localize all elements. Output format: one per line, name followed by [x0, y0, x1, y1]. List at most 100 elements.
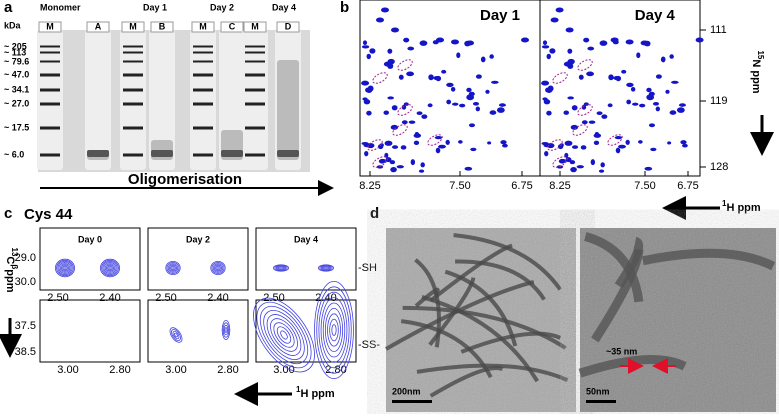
fibril	[416, 363, 569, 382]
annotation	[552, 72, 568, 84]
peak	[452, 102, 459, 106]
gel-lane	[37, 30, 63, 170]
lane-label: A	[95, 21, 102, 31]
contour	[327, 313, 341, 347]
x-tick-label: 8.25	[359, 180, 380, 192]
ladder-band	[40, 51, 60, 54]
peak	[571, 105, 578, 111]
peak	[381, 7, 389, 13]
contour	[168, 264, 177, 272]
spectrum-box	[147, 299, 249, 363]
peak	[441, 69, 447, 74]
peak	[475, 106, 481, 112]
peak	[446, 99, 452, 105]
peak	[650, 147, 657, 152]
peak	[581, 104, 587, 110]
annotation	[552, 156, 568, 168]
y-tick-label: 38.5	[15, 346, 36, 358]
gel-lane	[85, 30, 111, 170]
well	[121, 21, 145, 33]
y-axis-label: 13Cβppm	[4, 248, 19, 293]
contour	[170, 265, 176, 271]
label-text: ppm	[4, 269, 16, 292]
peak	[383, 61, 392, 67]
annotation	[367, 139, 383, 151]
spectrum-box	[255, 227, 357, 291]
scale-bar-label: 50nm	[586, 386, 610, 396]
spectrum-box	[255, 299, 357, 363]
marker-label: ~ 205	[4, 41, 27, 51]
peak	[586, 71, 595, 77]
peak	[655, 106, 661, 112]
peak	[669, 110, 677, 115]
contour	[319, 265, 333, 271]
ladder-band	[193, 126, 213, 130]
annotation	[577, 104, 593, 116]
peak	[550, 17, 559, 23]
peak	[564, 140, 573, 146]
peak	[410, 159, 416, 166]
peak	[601, 114, 608, 119]
scale-bar-label: 200nm	[392, 386, 421, 396]
contour	[56, 259, 74, 277]
ladder-band	[193, 73, 213, 77]
gel-lane	[120, 30, 146, 170]
fibril	[421, 294, 540, 383]
day-label: Day 0	[78, 234, 102, 244]
peak	[544, 150, 549, 157]
superscript: 13	[10, 248, 19, 257]
peak	[407, 46, 415, 51]
annotation	[372, 156, 388, 168]
peak	[390, 166, 397, 173]
peak	[403, 102, 409, 106]
panel-label: c	[4, 205, 12, 222]
lane-label: M	[129, 21, 137, 31]
label-text: H ppm	[300, 388, 334, 400]
x-tick-label: 2.40	[99, 292, 120, 304]
peak	[621, 69, 627, 74]
peak	[578, 74, 584, 80]
fibril	[414, 287, 440, 308]
spectrum-label: Day 4	[635, 7, 676, 24]
x-tick-label: 3.00	[57, 364, 78, 376]
y-tick-label: 128	[710, 161, 728, 173]
lane-label: C	[229, 21, 236, 31]
x-tick-label: 6.75	[511, 180, 532, 192]
ladder-band	[123, 45, 143, 48]
ladder-band	[40, 45, 60, 48]
peak	[583, 37, 590, 43]
band	[87, 150, 109, 157]
contour	[275, 265, 287, 270]
peak	[655, 74, 662, 79]
ladder-band	[40, 102, 60, 106]
lane-label: M	[46, 21, 54, 31]
peak	[618, 144, 626, 149]
contour	[215, 265, 221, 271]
peak	[555, 7, 564, 13]
peak	[632, 102, 639, 106]
contour	[317, 264, 334, 272]
peak	[459, 103, 466, 108]
peak	[600, 162, 605, 168]
peak	[396, 165, 404, 169]
contour	[213, 264, 222, 272]
peak	[438, 144, 446, 149]
x-tick-label: 2.50	[155, 292, 176, 304]
peak	[593, 133, 602, 138]
contour	[103, 262, 117, 274]
micrograph-noise	[386, 228, 576, 412]
contour	[322, 302, 346, 358]
contour	[272, 264, 289, 272]
x-tick-label: 3.00	[273, 364, 294, 376]
peak	[445, 139, 450, 145]
contour	[216, 266, 220, 270]
label-text: C	[4, 256, 16, 264]
ladder-band	[193, 88, 213, 92]
peak	[451, 39, 459, 45]
annotation	[427, 134, 443, 146]
peak	[466, 94, 475, 101]
peak	[607, 103, 613, 108]
contour	[101, 259, 119, 277]
peak	[563, 110, 569, 115]
lane-group-label: Day 2	[210, 2, 234, 12]
